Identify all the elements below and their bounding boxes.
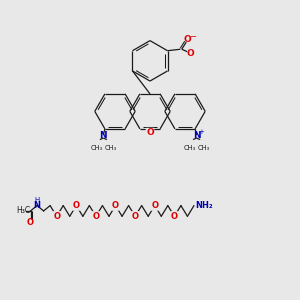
Text: +: + (198, 129, 204, 135)
Text: O: O (73, 201, 80, 210)
Text: CH₃: CH₃ (183, 145, 196, 151)
Text: O: O (151, 201, 158, 210)
Text: H₃C: H₃C (16, 206, 30, 215)
Text: CH₃: CH₃ (90, 145, 102, 151)
Text: N: N (193, 131, 200, 140)
Text: O: O (112, 201, 119, 210)
Text: O: O (171, 212, 178, 221)
Text: N: N (34, 201, 40, 210)
Text: O: O (53, 212, 60, 221)
Text: −: − (189, 32, 196, 41)
Text: O: O (27, 218, 34, 227)
Text: H: H (35, 197, 40, 203)
Text: O: O (146, 128, 154, 137)
Text: O: O (132, 212, 139, 221)
Text: O: O (92, 212, 99, 221)
Text: NH₂: NH₂ (195, 201, 213, 210)
Text: O: O (187, 49, 195, 58)
Text: CH₃: CH₃ (198, 145, 210, 151)
Text: O: O (184, 35, 192, 44)
Text: CH₃: CH₃ (104, 145, 117, 151)
Text: N: N (100, 131, 107, 140)
